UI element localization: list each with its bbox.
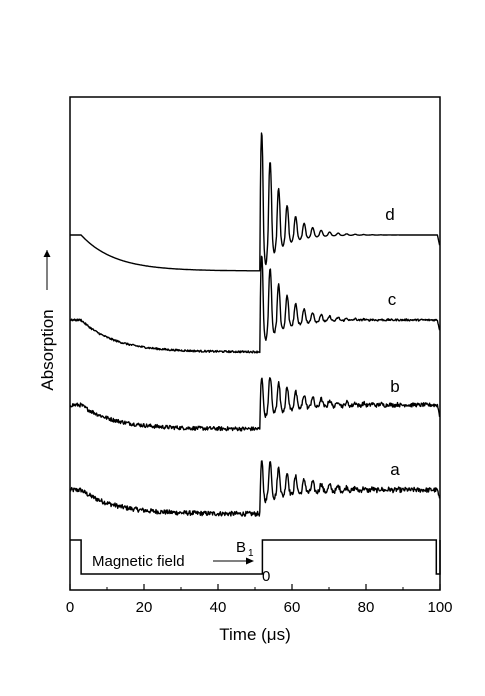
- series-line-d: [69, 132, 441, 272]
- series-label-a: a: [390, 460, 400, 479]
- y-axis-arrow-head: [43, 250, 51, 257]
- magnetic-field-label: Magnetic field: [92, 553, 185, 570]
- magnetic-field-arrow-head: [246, 557, 254, 565]
- field-high-label-sub: 1: [248, 548, 254, 559]
- series-line-b: [69, 377, 441, 432]
- x-axis: 0 20 40 60 80 100: [66, 584, 453, 616]
- x-tick-label: 0: [66, 599, 74, 616]
- x-tick-label: 100: [427, 599, 452, 616]
- magnetic-field-trace-group: Magnetic field B 10: [70, 539, 441, 585]
- x-axis-title: Time (μs): [219, 625, 291, 644]
- field-low-label: 0: [262, 568, 270, 585]
- x-tick-label: 40: [210, 599, 227, 616]
- y-axis-title-group: Absorption: [38, 250, 57, 391]
- x-tick-label: 20: [136, 599, 153, 616]
- magnetic-field-trace: [70, 539, 441, 575]
- series-line-a: [69, 460, 441, 517]
- series-line-c: [69, 255, 441, 354]
- x-tick-label: 60: [284, 599, 301, 616]
- x-tick-label: 80: [358, 599, 375, 616]
- series-label-b: b: [390, 377, 399, 396]
- curves-group: a b c d: [69, 132, 441, 517]
- series-label-c: c: [388, 290, 397, 309]
- y-axis-title: Absorption: [38, 309, 57, 390]
- series-label-d: d: [385, 205, 394, 224]
- field-high-label: B: [236, 539, 246, 556]
